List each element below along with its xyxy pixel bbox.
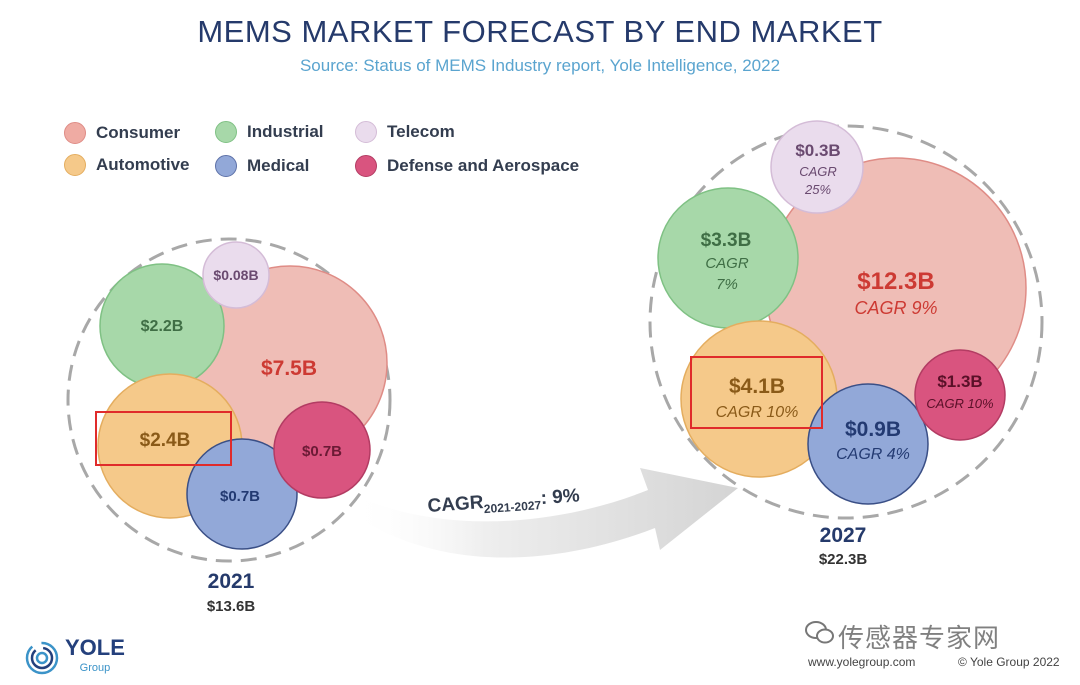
chart-subtitle: Source: Status of MEMS Industry report, … <box>299 56 781 75</box>
bubble-2021-medical <box>186 438 298 550</box>
bubble-2027-telecom <box>770 120 864 214</box>
label-2021-defense: $0.7B <box>302 443 342 460</box>
cagr-2027-consumer: CAGR 9% <box>854 298 937 318</box>
label-2027-telecom: $0.3B <box>795 141 840 160</box>
label-2021-consumer: $7.5B <box>261 357 317 380</box>
yole-logo-icon <box>25 641 59 675</box>
bubble-2027-medical <box>807 383 929 505</box>
legend-swatch-telecom <box>355 121 377 143</box>
yole-logo-name: YOLE <box>65 635 125 660</box>
label-2027-consumer: $12.3B <box>857 268 934 295</box>
cagr-2027-medical: CAGR 4% <box>836 446 910 463</box>
watermark-text: 传感器专家网 <box>838 623 1001 653</box>
legend-item-defense: Defense and Aerospace <box>355 155 579 177</box>
group-2021-outline <box>66 237 392 563</box>
bubble-2021-defense <box>273 401 371 499</box>
cagr-2027-defense: CAGR 10% <box>926 396 993 411</box>
bubble-2021-telecom <box>202 241 270 309</box>
highlight-box-2027 <box>690 356 823 429</box>
cagr-2027-automotive: CAGR 10% <box>716 404 799 421</box>
legend-item-consumer: Consumer <box>64 122 180 144</box>
legend-item-medical: Medical <box>215 155 309 177</box>
label-2027-automotive: $4.1B <box>729 375 785 398</box>
legend-item-telecom: Telecom <box>355 121 455 143</box>
wechat-icon <box>805 621 834 644</box>
legend-label-medical: Medical <box>247 156 310 175</box>
bubble-2027-defense <box>914 349 1006 441</box>
legend-swatch-industrial <box>215 121 237 143</box>
year-label-2021: 2021 <box>208 570 255 593</box>
label-2027-medical: $0.9B <box>845 418 901 441</box>
legend-item-automotive: Automotive <box>64 154 190 176</box>
legend-label-defense: Defense and Aerospace <box>387 156 580 175</box>
legend-swatch-medical <box>215 155 237 177</box>
cagr-2027-industrial-2: 7% <box>716 276 738 293</box>
yole-logo-sub: Group <box>79 662 111 674</box>
legend-label-telecom: Telecom <box>387 122 455 141</box>
year-label-2027: 2027 <box>820 524 867 547</box>
growth-arrow <box>350 468 738 558</box>
label-2021-medical: $0.7B <box>220 488 260 505</box>
label-2021-automotive: $2.4B <box>140 430 191 451</box>
footer-copyright: © Yole Group 2022 <box>958 655 1060 669</box>
total-label-2021: $13.6B <box>207 598 256 615</box>
label-2021-industrial: $2.2B <box>141 318 184 335</box>
legend-swatch-consumer <box>64 122 86 144</box>
yole-logo: YOLE Group <box>25 635 125 678</box>
legend-label-industrial: Industrial <box>247 122 324 141</box>
cagr-label: CAGR2021-2027: 9% <box>427 485 581 520</box>
label-2027-industrial: $3.3B <box>701 230 752 251</box>
cagr-2027-industrial-1: CAGR <box>705 255 749 272</box>
legend-label-consumer: Consumer <box>96 123 181 142</box>
legend-item-industrial: Industrial <box>215 121 324 143</box>
chart-title: MEMS MARKET FORECAST BY END MARKET <box>197 14 883 49</box>
group-2027-outline <box>648 124 1044 520</box>
cagr-2027-telecom-1: CAGR <box>799 164 837 179</box>
label-2021-telecom: $0.08B <box>213 267 258 283</box>
legend-label-automotive: Automotive <box>96 155 190 174</box>
yole-logo-text: YOLE Group <box>65 635 125 678</box>
footer-url[interactable]: www.yolegroup.com <box>808 655 916 669</box>
highlight-box-2021 <box>95 411 232 466</box>
legend-swatch-defense <box>355 155 377 177</box>
cagr-2027-telecom-2: 25% <box>804 182 831 197</box>
legend-swatch-automotive <box>64 154 86 176</box>
label-2027-defense: $1.3B <box>937 372 982 391</box>
total-label-2027: $22.3B <box>819 551 868 568</box>
